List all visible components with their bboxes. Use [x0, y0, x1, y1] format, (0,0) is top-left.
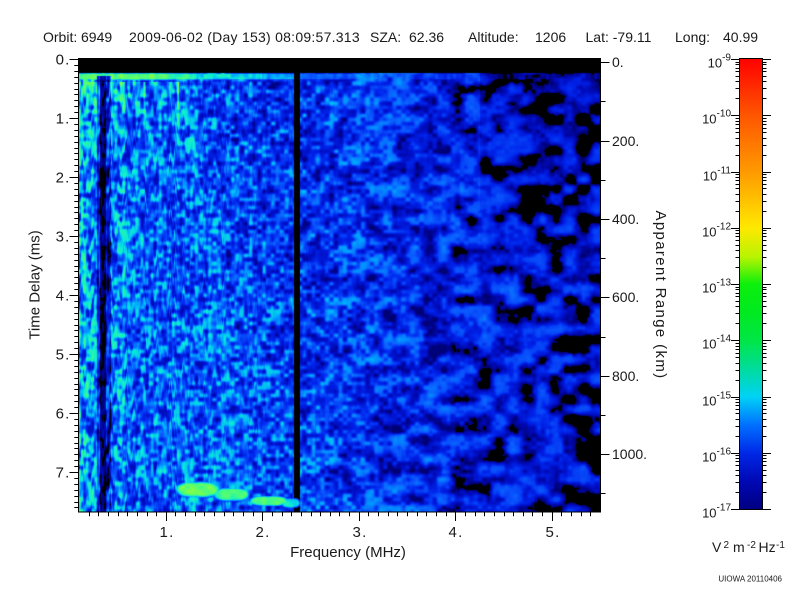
- svg-text:200.: 200.: [612, 133, 639, 149]
- svg-text:10-13: 10-13: [702, 278, 731, 296]
- svg-text:2.: 2.: [56, 170, 71, 187]
- svg-text:3.: 3.: [353, 524, 368, 541]
- svg-text:10-14: 10-14: [702, 334, 731, 352]
- svg-text:10-9: 10-9: [708, 53, 732, 71]
- svg-text:6949: 6949: [81, 29, 112, 45]
- svg-text:4.: 4.: [449, 524, 464, 541]
- svg-text:Frequency (MHz): Frequency (MHz): [290, 544, 406, 561]
- svg-text:1.: 1.: [160, 524, 175, 541]
- svg-text:Time Delay (ms): Time Delay (ms): [27, 230, 44, 339]
- svg-text:600.: 600.: [612, 289, 639, 305]
- svg-text:Apparent Range (km): Apparent Range (km): [652, 210, 669, 379]
- svg-text:0.: 0.: [56, 52, 71, 69]
- svg-text:5.: 5.: [546, 524, 561, 541]
- svg-text:Altitude:: Altitude:: [468, 29, 519, 45]
- svg-text:40.99: 40.99: [723, 29, 758, 45]
- svg-text:10-17: 10-17: [702, 503, 731, 521]
- svg-text:10-12: 10-12: [702, 222, 731, 240]
- svg-text:10-11: 10-11: [703, 166, 732, 184]
- svg-text:UIOWA 20110406: UIOWA 20110406: [718, 575, 782, 584]
- svg-text:Lat: -79.11: Lat: -79.11: [586, 29, 652, 45]
- svg-text:1.: 1.: [56, 111, 71, 128]
- svg-text:Orbit:: Orbit:: [43, 29, 77, 45]
- svg-text:SZA:: SZA:: [370, 29, 401, 45]
- svg-text:Long:: Long:: [675, 29, 710, 45]
- svg-text:10-15: 10-15: [702, 391, 731, 409]
- svg-text:400.: 400.: [612, 211, 639, 227]
- svg-text:62.36: 62.36: [409, 29, 444, 45]
- svg-text:10-10: 10-10: [702, 109, 731, 127]
- svg-text:1000.: 1000.: [612, 446, 647, 462]
- svg-text:4.: 4.: [56, 288, 71, 305]
- svg-text:800.: 800.: [612, 368, 639, 384]
- svg-text:3.: 3.: [56, 229, 71, 246]
- svg-text:1206: 1206: [535, 29, 566, 45]
- svg-text:2009-06-02 (Day 153) 08:09:57.: 2009-06-02 (Day 153) 08:09:57.313: [129, 29, 360, 45]
- svg-text:5.: 5.: [56, 347, 71, 364]
- svg-text:7.: 7.: [56, 465, 71, 482]
- svg-text:6.: 6.: [56, 406, 71, 423]
- svg-text:0.: 0.: [612, 54, 624, 70]
- svg-text:2.: 2.: [256, 524, 271, 541]
- svg-text:10-16: 10-16: [702, 447, 731, 465]
- svg-text:V2m-2Hz-1: V 2 m -2 Hz-1: [712, 539, 785, 555]
